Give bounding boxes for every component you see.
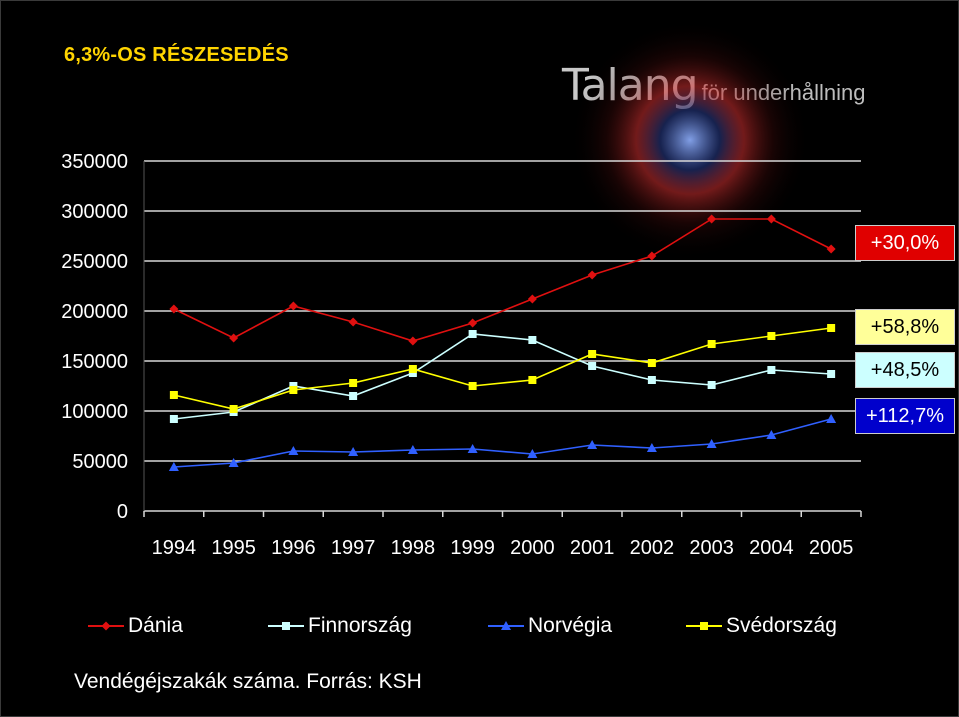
series-finnorszag <box>169 330 836 423</box>
data-point-svedorszag-2002 <box>647 359 656 367</box>
series-line-norvegia <box>173 418 832 468</box>
legend-marker-norvegia <box>501 621 511 630</box>
legend-marker-finnorszag <box>282 622 290 630</box>
series-line-svedorszag <box>173 327 832 410</box>
series-line-dania <box>173 218 832 342</box>
x-tick-label-1994: 1994 <box>152 537 197 559</box>
data-point-finnorszag-1997 <box>349 392 358 400</box>
change-badge-svedorszag: +58,8% <box>855 309 955 345</box>
data-point-svedorszag-2005 <box>827 324 836 332</box>
data-point-norvegia-1994 <box>168 462 179 471</box>
data-point-norvegia-2002 <box>646 443 657 452</box>
background-glow <box>570 20 810 260</box>
chart-legend: Dánia Finnország Norvégia Svédország <box>88 612 848 640</box>
x-tick-label-2000: 2000 <box>510 537 555 559</box>
legend-label-norvegia: Norvégia <box>528 614 613 637</box>
series-line-finnorszag <box>173 333 832 420</box>
legend-label-dania: Dánia <box>128 614 183 637</box>
legend-swatch-dania <box>88 621 124 631</box>
data-point-svedorszag-1996 <box>289 386 298 394</box>
legend-label-svedorszag: Svédország <box>726 614 837 637</box>
x-tick-label-1999: 1999 <box>450 537 495 559</box>
data-point-norvegia-1998 <box>407 445 418 454</box>
data-point-dania-1995 <box>229 333 239 343</box>
change-badge-norvegia: +112,7% <box>855 398 955 434</box>
legend-marker-dania <box>101 621 111 631</box>
x-tick-label-1998: 1998 <box>391 537 436 559</box>
data-point-svedorszag-2003 <box>707 340 716 348</box>
series-svedorszag <box>169 324 836 413</box>
data-point-finnorszag-1994 <box>169 415 178 423</box>
legend-swatch-svedorszag <box>686 622 722 630</box>
data-point-svedorszag-1995 <box>229 405 238 413</box>
data-point-norvegia-1996 <box>288 446 299 455</box>
data-point-norvegia-2004 <box>766 430 777 439</box>
series-norvegia <box>168 414 837 471</box>
y-tick-label-50000: 50000 <box>72 451 128 473</box>
legend-label-finnorszag: Finnország <box>308 614 412 637</box>
data-point-svedorszag-2004 <box>767 332 776 340</box>
data-point-norvegia-2000 <box>527 449 538 458</box>
data-point-norvegia-1999 <box>467 444 478 453</box>
legend-swatch-finnorszag <box>268 622 304 630</box>
x-tick-label-1995: 1995 <box>211 537 256 559</box>
data-point-finnorszag-2005 <box>827 370 836 378</box>
data-point-dania-2002 <box>647 251 657 261</box>
data-point-svedorszag-2001 <box>588 350 597 358</box>
data-point-norvegia-2001 <box>587 440 598 449</box>
y-tick-label-200000: 200000 <box>61 301 128 323</box>
data-point-dania-2005 <box>826 244 836 254</box>
data-point-finnorszag-2004 <box>767 366 776 374</box>
data-point-norvegia-1995 <box>228 458 239 467</box>
series-dania <box>169 214 836 346</box>
data-point-dania-1998 <box>408 336 418 346</box>
x-tick-label-1996: 1996 <box>271 537 316 559</box>
data-point-svedorszag-1997 <box>349 379 358 387</box>
data-point-norvegia-2003 <box>706 439 717 448</box>
y-tick-label-250000: 250000 <box>61 251 128 273</box>
data-point-finnorszag-1999 <box>468 330 477 338</box>
data-point-dania-2000 <box>527 294 537 304</box>
data-point-dania-2004 <box>766 214 776 224</box>
data-point-svedorszag-2000 <box>528 376 537 384</box>
data-point-dania-1999 <box>468 318 478 328</box>
source-note: Vendégéjszakák száma. Forrás: KSH <box>74 670 422 693</box>
legend-swatch-norvegia <box>488 621 524 630</box>
x-tick-label-2005: 2005 <box>809 537 854 559</box>
data-point-svedorszag-1998 <box>408 365 417 373</box>
data-point-dania-2001 <box>587 270 597 280</box>
slide-title: 6,3%-OS RÉSZESEDÉS <box>64 44 289 66</box>
data-point-dania-1994 <box>169 304 179 314</box>
data-point-finnorszag-2003 <box>707 381 716 389</box>
data-point-finnorszag-2000 <box>528 336 537 344</box>
data-point-svedorszag-1999 <box>468 382 477 390</box>
y-tick-label-150000: 150000 <box>61 351 128 373</box>
data-point-norvegia-1997 <box>348 447 359 456</box>
data-point-dania-1996 <box>288 301 298 311</box>
y-tick-label-0: 0 <box>117 501 128 523</box>
x-tick-label-2002: 2002 <box>630 537 675 559</box>
change-badge-dania: +30,0% <box>855 225 955 261</box>
x-tick-label-1997: 1997 <box>331 537 376 559</box>
data-point-finnorszag-2001 <box>588 362 597 370</box>
x-tick-label-2001: 2001 <box>570 537 615 559</box>
data-point-dania-1997 <box>348 317 358 327</box>
y-tick-label-300000: 300000 <box>61 201 128 223</box>
data-point-finnorszag-2002 <box>647 376 656 384</box>
data-point-norvegia-2005 <box>826 414 837 423</box>
change-badge-finnorszag: +48,5% <box>855 352 955 388</box>
y-tick-label-350000: 350000 <box>61 151 128 173</box>
legend-marker-svedorszag <box>700 622 708 630</box>
data-point-dania-2003 <box>707 214 717 224</box>
x-tick-label-2003: 2003 <box>689 537 734 559</box>
x-tick-label-2004: 2004 <box>749 537 794 559</box>
data-point-svedorszag-1994 <box>169 391 178 399</box>
y-tick-label-100000: 100000 <box>61 401 128 423</box>
